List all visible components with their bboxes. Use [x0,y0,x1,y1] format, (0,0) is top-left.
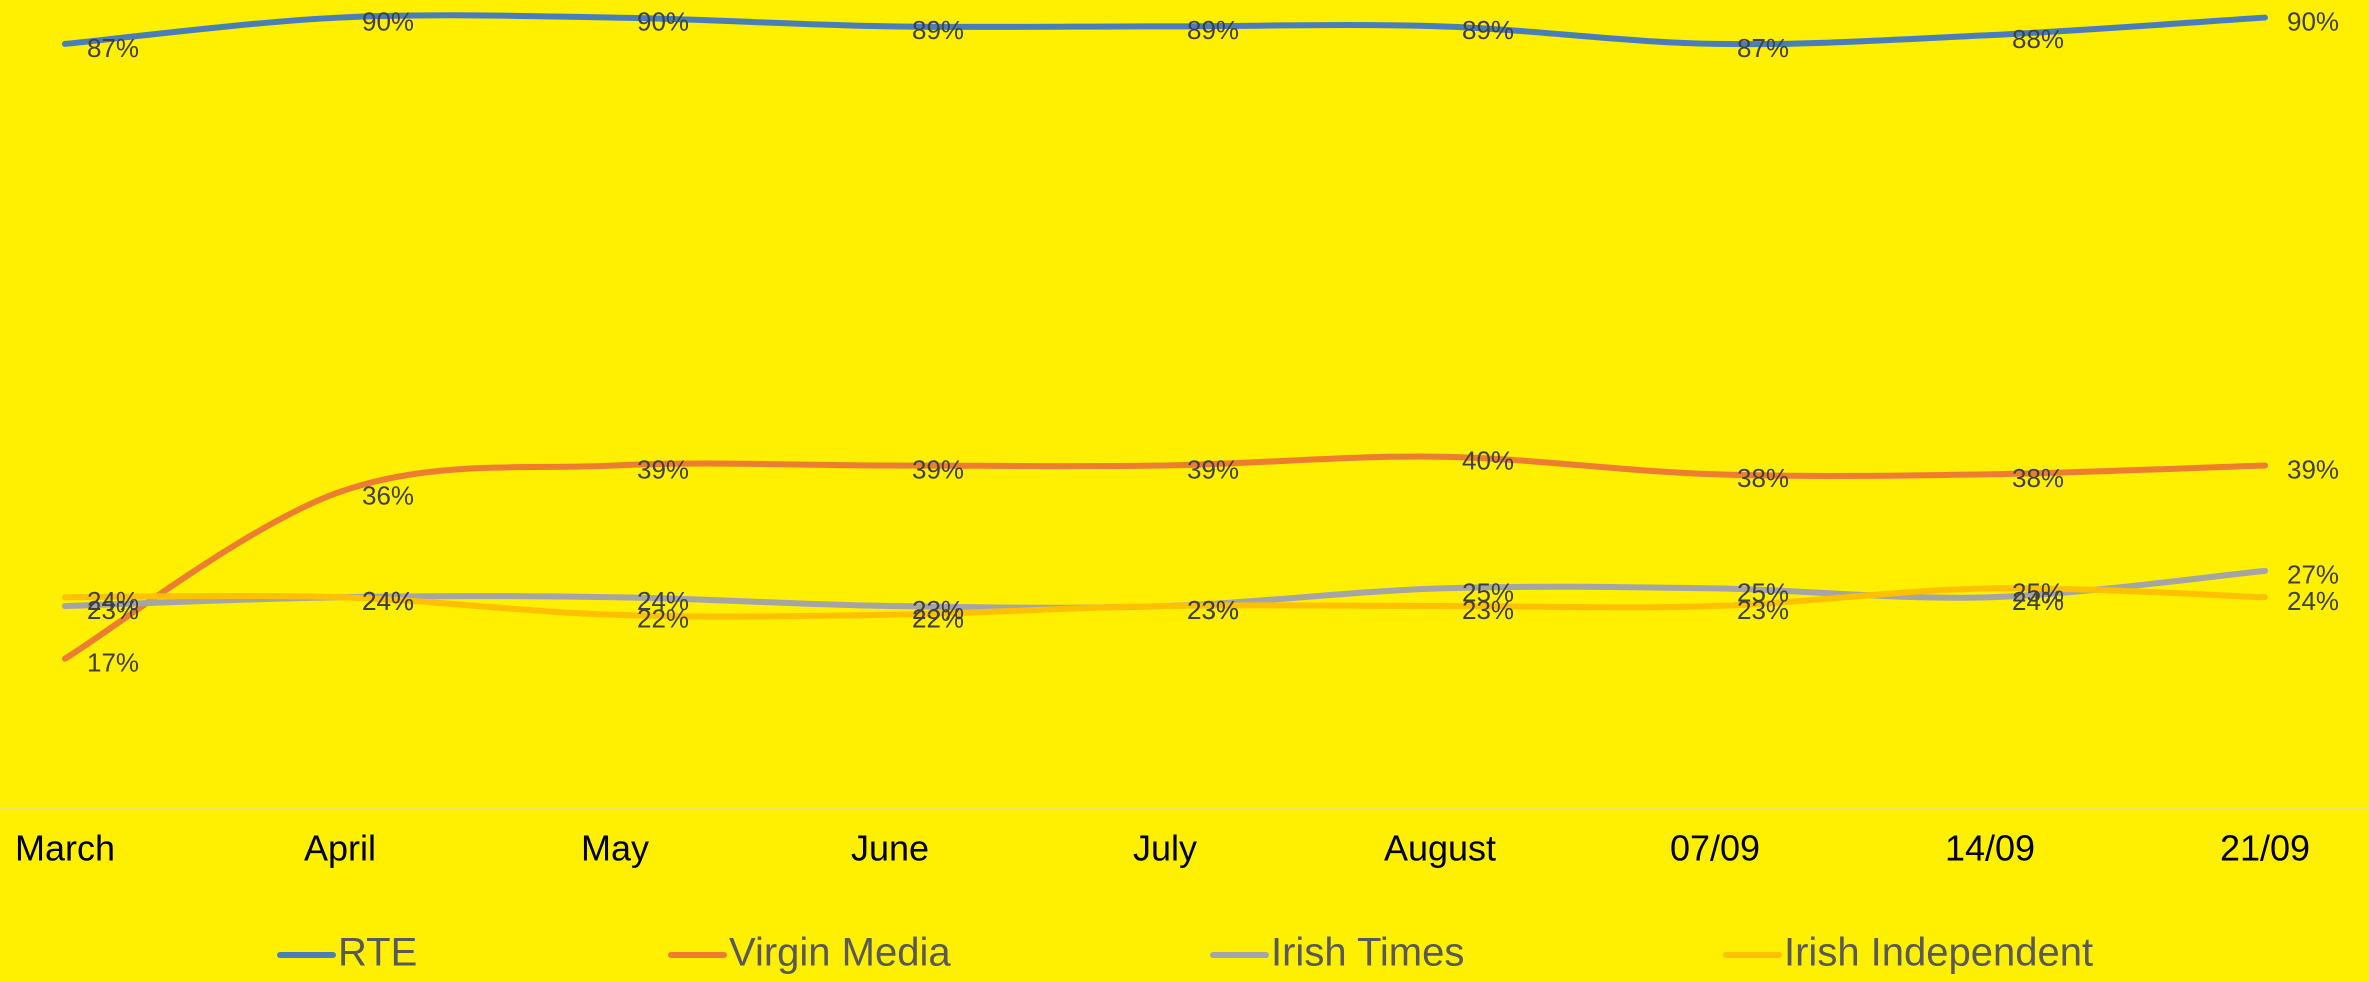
x-tick-label: May [581,828,649,869]
data-label: 24% [362,586,414,616]
data-label: 23% [1187,595,1239,625]
data-label: 36% [362,481,414,511]
data-label: 23% [912,595,964,625]
x-tick-label: June [851,828,929,869]
series-line [62,585,2268,620]
data-label: 87% [87,33,139,63]
data-label: 24% [637,586,689,616]
data-label: 24% [362,586,414,616]
data-label: 24% [2287,586,2339,616]
data-label: 88% [2012,24,2064,54]
legend-label: Irish Times [1271,931,1464,975]
data-label: 38% [2012,463,2064,493]
data-label: 89% [1187,15,1239,45]
data-label: 90% [362,6,414,36]
data-label: 39% [637,454,689,484]
data-label: 24% [2012,586,2064,616]
x-tick-label: 21/09 [2220,828,2310,869]
data-label: 22% [637,604,689,634]
data-label: 23% [1462,595,1514,625]
data-label: 89% [1462,15,1514,45]
data-label: 90% [637,6,689,36]
data-label: 39% [2287,454,2339,484]
legend-label: RTE [338,931,417,975]
data-label: 87% [1737,33,1789,63]
data-label: 27% [2287,560,2339,590]
legend-label: Virgin Media [729,931,951,975]
series-line [62,453,2268,662]
data-label: 23% [1737,595,1789,625]
x-tick-label: April [304,828,376,869]
x-tick-label: March [15,828,115,869]
data-label: 89% [912,15,964,45]
x-tick-label: 14/09 [1945,828,2035,869]
series-line [62,12,2268,48]
data-label: 25% [1462,577,1514,607]
x-tick-label: July [1133,828,1197,869]
data-label: 24% [87,586,139,616]
data-label: 25% [2012,577,2064,607]
data-label: 40% [1462,446,1514,476]
data-label: 25% [1737,577,1789,607]
data-label: 23% [1187,595,1239,625]
x-tick-label: 07/09 [1670,828,1760,869]
data-label: 38% [1737,463,1789,493]
data-label: 22% [912,604,964,634]
x-tick-label: August [1384,828,1496,869]
data-label: 39% [912,454,964,484]
data-label: 90% [2287,6,2339,36]
data-label: 39% [1187,454,1239,484]
legend-label: Irish Independent [1784,931,2093,975]
data-label: 17% [87,648,139,678]
data-label: 23% [87,595,139,625]
